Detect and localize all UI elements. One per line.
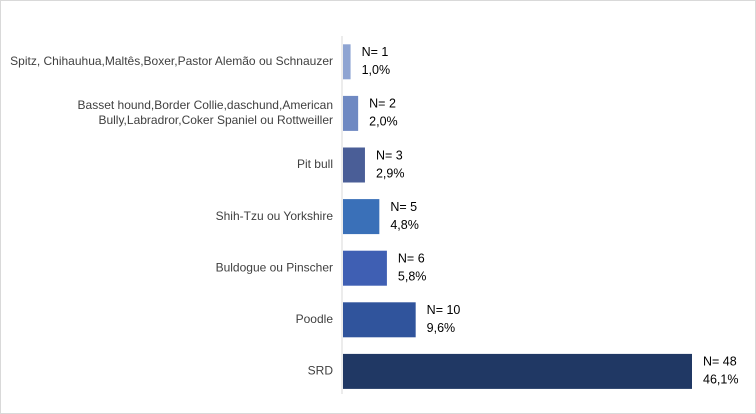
count-label-0: N= 1 xyxy=(362,45,389,59)
count-label-1: N= 2 xyxy=(369,97,396,111)
count-label-5: N= 10 xyxy=(427,303,461,317)
percent-label-5: 9,6% xyxy=(427,321,456,335)
count-label-2: N= 3 xyxy=(376,148,403,162)
category-label-0: Spitz, Chihauhua,Maltês,Boxer,Pastor Ale… xyxy=(10,54,333,68)
bar-2 xyxy=(343,147,365,183)
category-label-3: Shih-Tzu ou Yorkshire xyxy=(216,209,334,223)
count-label-4: N= 6 xyxy=(398,251,425,265)
data-labels: N= 1 1,0% N= 2 2,0% N= 3 2,9% N= 5 4,8% N= 6 5,8%… xyxy=(362,45,739,387)
percent-label-2: 2,9% xyxy=(376,166,405,180)
count-label-3: N= 5 xyxy=(390,200,417,214)
percent-label-3: 4,8% xyxy=(390,218,419,232)
percent-label-0: 1,0% xyxy=(362,63,391,77)
bar-0 xyxy=(343,44,351,80)
bar-5 xyxy=(343,302,416,338)
bar-3 xyxy=(343,199,380,235)
category-label-2: Pit bull xyxy=(297,157,333,171)
bar-6 xyxy=(343,353,692,389)
category-label-1-line-0: Basset hound,Border Collie,daschund,Amer… xyxy=(78,98,333,112)
count-label-6: N= 48 xyxy=(703,355,737,369)
bar-1 xyxy=(343,95,359,131)
category-label-1-line-1: Bully,Labradror,Coker Spaniel ou Rottwei… xyxy=(98,113,333,127)
category-label-5: Poodle xyxy=(296,312,334,326)
percent-label-6: 46,1% xyxy=(703,373,738,387)
category-label-6: SRD xyxy=(308,364,334,378)
category-label-4: Buldogue ou Pinscher xyxy=(216,260,333,274)
category-labels: Spitz, Chihauhua,Maltês,Boxer,Pastor Ale… xyxy=(10,54,333,378)
bar-4 xyxy=(343,250,387,286)
bars-group xyxy=(343,44,692,389)
percent-label-1: 2,0% xyxy=(369,115,398,129)
percent-label-4: 5,8% xyxy=(398,269,427,283)
